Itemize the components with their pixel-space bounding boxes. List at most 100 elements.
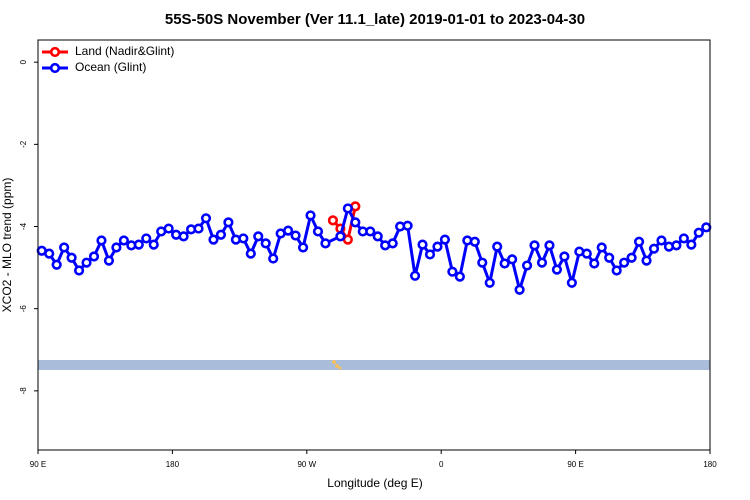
data-point [648, 243, 660, 254]
y-tick-label: -4 [19, 222, 28, 230]
data-point [305, 210, 316, 221]
data-point [290, 230, 301, 241]
y-tick-label: 0 [19, 59, 28, 64]
x-tick-label: 0 [439, 460, 444, 469]
y-tick-label: -2 [19, 140, 28, 148]
data-point [81, 257, 92, 268]
data-point [88, 251, 100, 262]
data-point [529, 240, 540, 251]
data-point [215, 229, 227, 240]
coverage-dot [335, 364, 339, 368]
data-point [656, 235, 667, 246]
data-point [111, 242, 122, 253]
data-point [208, 234, 219, 245]
data-point [372, 231, 383, 242]
data-point [283, 225, 294, 236]
data-point [566, 277, 577, 288]
y-tick-label: -6 [19, 305, 28, 313]
data-point [350, 217, 361, 228]
data-point [604, 252, 615, 263]
data-point [223, 217, 234, 228]
data-point [507, 254, 518, 265]
legend-marker [49, 46, 61, 58]
data-point [536, 257, 548, 268]
data-point [297, 242, 309, 253]
data-point [238, 233, 249, 244]
data-point [559, 251, 570, 262]
data-point [402, 220, 413, 231]
data-point [193, 223, 204, 234]
coverage-band [38, 360, 710, 370]
data-point [44, 248, 55, 259]
data-point [693, 227, 704, 238]
data-point [514, 284, 525, 295]
x-tick-label: 90 E [30, 460, 46, 469]
data-point [327, 215, 339, 226]
coverage-dot [338, 366, 342, 370]
data-point [626, 252, 637, 263]
data-point [544, 240, 555, 251]
data-point [447, 266, 458, 277]
data-point [163, 223, 174, 234]
data-point [103, 255, 115, 266]
data-point [596, 242, 607, 253]
x-tick-label: 180 [166, 460, 180, 469]
legend-label: Land (Nadir&Glint) [75, 44, 174, 58]
data-point [320, 238, 331, 249]
data-point [469, 236, 480, 247]
data-point [611, 265, 622, 276]
data-point [477, 257, 488, 268]
legend-marker [49, 62, 61, 74]
data-point [581, 248, 592, 259]
chart-title: 55S-50S November (Ver 11.1_late) 2019-01… [165, 11, 585, 28]
data-point [118, 235, 129, 246]
data-point [200, 213, 212, 224]
data-point [409, 270, 421, 281]
data-point [417, 239, 428, 250]
data-point [424, 249, 436, 260]
data-point [268, 253, 279, 264]
data-point [633, 236, 645, 247]
x-tick-label: 90 W [297, 460, 316, 469]
data-point [178, 231, 189, 242]
coverage-dot [332, 360, 336, 364]
data-point [521, 260, 533, 271]
plot [36, 201, 712, 296]
data-point [342, 203, 353, 214]
data-point [589, 258, 600, 269]
data-point [678, 233, 689, 244]
data-point [492, 241, 503, 252]
data-point [141, 233, 152, 244]
data-point [454, 271, 465, 282]
y-axis-label: XCO2 - MLO trend (ppm) [0, 178, 14, 313]
data-point [387, 238, 398, 249]
data-point [484, 277, 495, 288]
data-point [686, 239, 697, 250]
data-point [260, 238, 271, 249]
data-point [148, 239, 159, 250]
x-tick-label: 180 [703, 460, 717, 469]
data-point [432, 241, 443, 252]
data-point [619, 257, 630, 268]
legend-label: Ocean (Glint) [75, 60, 146, 74]
x-tick-label: 90 E [567, 460, 583, 469]
x-axis-label: Longitude (deg E) [327, 476, 422, 490]
data-point [365, 226, 376, 237]
data-point [312, 226, 324, 237]
data-point [51, 259, 62, 270]
data-point [59, 242, 70, 253]
data-point [133, 239, 144, 250]
data-point [701, 222, 712, 233]
series-line [41, 204, 708, 296]
data-point [66, 252, 77, 263]
data-point [551, 264, 563, 275]
data-point [439, 234, 451, 245]
data-point [96, 235, 107, 246]
data-point [641, 255, 652, 266]
data-point [253, 231, 264, 242]
plot-frame [37, 39, 711, 451]
y-tick-label: -8 [19, 387, 28, 395]
data-point [245, 248, 256, 259]
data-point [335, 231, 346, 242]
